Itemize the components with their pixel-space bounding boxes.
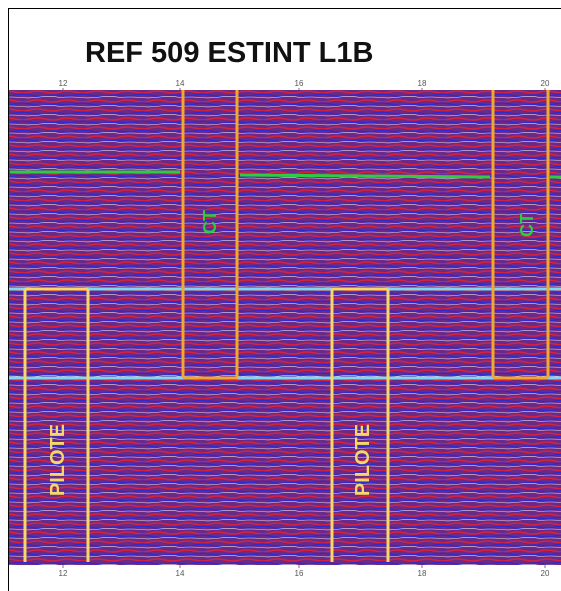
axis-label: 20	[541, 79, 550, 88]
axis-label: 14	[176, 569, 185, 578]
axis-label: 18	[418, 79, 427, 88]
radargram	[9, 90, 561, 565]
annotation: PILOTE	[352, 424, 374, 496]
annotation: CT	[517, 213, 537, 237]
axis-label: 16	[295, 79, 304, 88]
axis-label: 20	[541, 569, 550, 578]
axis-label: 12	[59, 569, 68, 578]
axis-label: 18	[418, 569, 427, 578]
annotation: PILOTE	[47, 424, 69, 496]
axis-label: 16	[295, 569, 304, 578]
annotation: CT	[200, 210, 220, 234]
title: REF 509 ESTINT L1B	[85, 37, 373, 69]
axis-label: 14	[176, 79, 185, 88]
axis-label: 12	[59, 79, 68, 88]
overlay-lines	[9, 90, 561, 562]
